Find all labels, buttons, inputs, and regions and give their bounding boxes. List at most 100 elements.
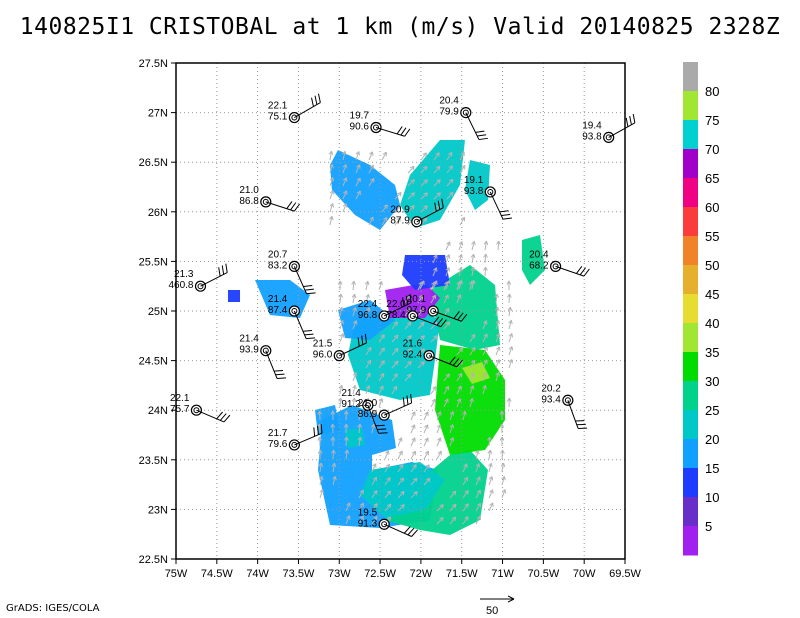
wind-vector-head (386, 516, 392, 521)
wind-vector (433, 152, 440, 161)
wind-vector-head (338, 293, 343, 298)
wind-barb-flag-icon (625, 117, 629, 127)
wind-vector (469, 398, 473, 408)
wind-vector (410, 411, 416, 421)
wind-vector (420, 205, 428, 213)
y-tick-label: 23.5N (139, 455, 168, 467)
station-value-1: 21.4 (268, 294, 288, 305)
wind-vector (462, 490, 469, 499)
wind-vector (495, 346, 500, 356)
station-value-2: 93.4 (541, 394, 561, 405)
wind-vector (345, 436, 348, 447)
station-marker: 21.086.8 (239, 185, 301, 212)
wind-vector (394, 204, 402, 213)
x-tick-label: 70.5W (527, 568, 559, 580)
wind-vector-head (397, 204, 402, 210)
wind-vector-head (423, 192, 429, 197)
wind-vector-head (508, 346, 514, 351)
wind-vector (410, 477, 418, 486)
station-value-1: 21.5 (313, 339, 333, 350)
wind-vector (355, 151, 360, 161)
wind-vector (423, 477, 431, 486)
x-tick-label: 71W (491, 568, 514, 580)
wind-vector (469, 360, 476, 369)
wind-vector (471, 267, 474, 277)
wind-vector-head (435, 152, 440, 157)
wind-vector-head (394, 334, 399, 340)
wind-vector-head (452, 503, 457, 509)
wind-vector (469, 334, 476, 343)
wind-barb-flag-icon (437, 200, 441, 210)
x-tick-label: 73.5W (283, 568, 315, 580)
wind-vector (329, 203, 334, 213)
wind-vector (342, 177, 347, 187)
grid-lines (176, 63, 625, 559)
wind-barb-flag-icon (434, 202, 437, 212)
wind-barb-icon (293, 310, 307, 339)
wind-vector-head (449, 424, 455, 429)
wind-vector-head (471, 240, 476, 246)
wind-vector-head (330, 436, 336, 441)
wind-barb-flag-icon (302, 329, 312, 332)
wind-vector-head (462, 410, 467, 416)
wind-vector (397, 491, 405, 499)
y-tick-label: 24N (148, 405, 168, 417)
wind-vector-head (487, 436, 492, 441)
wind-vector-head (488, 462, 493, 468)
station-marker: 19.591.3 (358, 507, 418, 537)
wind-vector-head (410, 165, 415, 171)
wind-vector (339, 307, 343, 317)
wind-vector-head (372, 463, 377, 468)
wind-vector (423, 450, 429, 460)
wind-vector (329, 151, 333, 161)
wind-vector (391, 385, 398, 395)
wind-vector-head (435, 165, 441, 171)
wind-vector (436, 504, 444, 512)
wind-vector-head (366, 372, 371, 377)
wind-barb-flag-icon (452, 358, 460, 366)
wind-speed-region (435, 345, 505, 455)
wind-barb-flag-icon (579, 267, 587, 276)
wind-vector (459, 165, 466, 174)
wind-vector (355, 164, 361, 174)
station-value-1: 21.3 (174, 269, 194, 280)
wind-barb-flag-icon (277, 377, 287, 379)
station-value-2: 96.8 (358, 310, 378, 321)
wind-vector-head (433, 254, 438, 259)
wind-vector-head (437, 411, 442, 416)
wind-vector (419, 280, 425, 290)
station-value-1: 21.0 (239, 185, 259, 196)
station-ring-icon (336, 352, 343, 359)
wind-barb-flag-icon (456, 359, 464, 368)
wind-vector (352, 372, 357, 382)
wind-vector-head (506, 280, 512, 285)
station-value-2: 460.8 (168, 280, 193, 291)
wind-vector-head (451, 490, 457, 496)
wind-vector (445, 280, 450, 290)
wind-vector-head (365, 307, 371, 312)
wind-vector (365, 307, 370, 317)
wind-vector-head (386, 490, 392, 496)
wind-vector (407, 205, 415, 213)
wind-vector (458, 267, 462, 277)
station-value-2: 68.2 (529, 260, 549, 271)
wind-vector-head (359, 515, 364, 521)
wind-vector-head (317, 449, 323, 454)
y-tick-label: 24.5N (139, 356, 168, 368)
wind-vector (462, 503, 469, 512)
colorbar-segment (683, 497, 698, 527)
colorbar-segment (683, 62, 698, 92)
wind-vector-head (445, 321, 451, 326)
station-ring-icon (413, 218, 420, 225)
wind-vector (462, 463, 468, 473)
wind-vector-head (407, 361, 412, 366)
wind-vector-head (352, 307, 357, 312)
wind-vector (456, 385, 462, 395)
wind-vector-head (399, 464, 404, 469)
reference-vector: 50 (480, 595, 515, 617)
wind-vector (368, 178, 375, 187)
station-value-2: 75.1 (268, 112, 288, 123)
wind-vector-head (366, 359, 372, 365)
colorbar-label: 15 (705, 461, 719, 476)
station-marker: 22.175.7 (170, 393, 231, 423)
